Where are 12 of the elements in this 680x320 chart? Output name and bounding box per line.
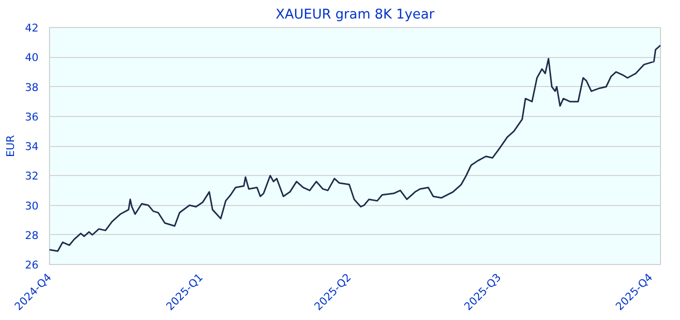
y-tick-label: 40	[24, 51, 39, 64]
y-tick-label: 38	[24, 80, 39, 94]
y-tick-label: 32	[24, 170, 39, 183]
line-series	[50, 44, 660, 252]
y-tick-label: 26	[24, 258, 39, 272]
y-tick-label: 42	[24, 22, 39, 34]
y-tick-label: 28	[24, 228, 39, 242]
y-axis-title: EUR	[4, 134, 17, 157]
y-tick-label: 30	[24, 199, 39, 212]
y-tick-label: 34	[24, 140, 39, 153]
y-tick-label: 36	[24, 110, 39, 124]
chart-title: XAUEUR gram 8K 1year	[276, 8, 435, 22]
